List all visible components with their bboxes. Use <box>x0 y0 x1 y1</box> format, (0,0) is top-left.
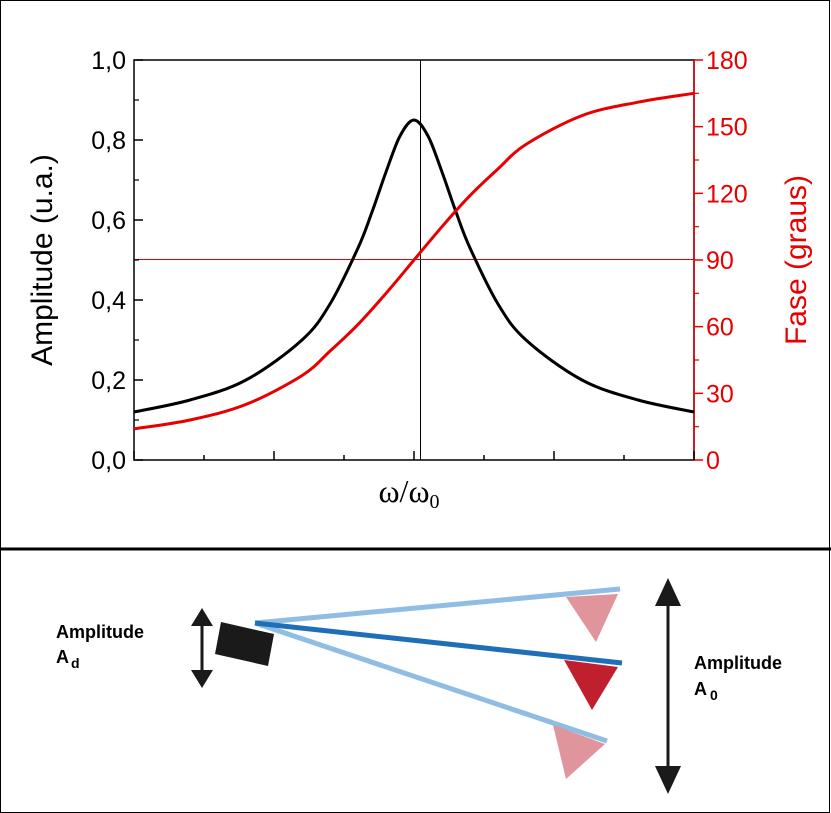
tip-lower <box>553 725 605 779</box>
driver-amplitude-label: Amplitude <box>56 622 144 642</box>
tip-amplitude-symbol-main: A <box>694 679 707 699</box>
x-axis-label-main: ω/ω <box>378 473 429 509</box>
beam-upper <box>254 586 621 626</box>
series-amplitude-line <box>133 118 695 414</box>
tip-center <box>564 660 618 710</box>
y-right-tick-label: 120 <box>706 180 748 208</box>
beam-lower <box>254 620 608 744</box>
y-left-tick-label: 0,4 <box>91 287 126 315</box>
driver-block <box>215 622 274 666</box>
y-left-tick-label: 0,2 <box>91 367 126 395</box>
driver-amplitude-symbol-sub: d <box>71 655 80 671</box>
tip-amplitude-label: Amplitude <box>694 653 782 673</box>
y-right-tick-label: 180 <box>706 47 748 75</box>
driver-amplitude-symbol-main: A <box>56 647 69 667</box>
x-axis-ticks <box>133 451 695 460</box>
beam-center <box>254 620 623 666</box>
driver-arrow-down-head <box>191 670 213 688</box>
right-axis-ticks: 0 30 60 90 120 150 180 <box>694 47 748 475</box>
tip-upper <box>566 594 618 642</box>
x-axis-label: ω/ω0 <box>378 473 439 513</box>
x-axis-label-subscript: 0 <box>430 491 440 513</box>
resonance-chart: 0,0 0,2 0,4 0,6 0,8 1,0 0 30 60 90 120 150 180 Ampl… <box>26 47 813 513</box>
series-phase-line <box>133 91 695 431</box>
driver-arrow-up-head <box>191 608 213 626</box>
tip-amplitude-symbol-sub: 0 <box>710 687 718 703</box>
tip-arrow-down-head <box>655 766 681 794</box>
left-axis-ticks: 0,0 0,2 0,4 0,6 0,8 1,0 <box>91 47 143 475</box>
y-left-tick-label: 0,8 <box>91 127 126 155</box>
y-left-tick-label: 0,6 <box>91 207 126 235</box>
y-left-tick-label: 0,0 <box>91 447 126 475</box>
y-left-tick-label: 1,0 <box>91 47 126 75</box>
y-right-tick-label: 30 <box>706 380 734 408</box>
y-right-tick-label: 90 <box>706 247 734 275</box>
tip-arrow-up-head <box>655 578 681 606</box>
y-left-axis-label: Amplitude (u.a.) <box>26 154 59 366</box>
y-right-tick-label: 0 <box>706 447 720 475</box>
y-right-tick-label: 150 <box>706 114 748 142</box>
y-right-tick-label: 60 <box>706 314 734 342</box>
y-right-axis-label: Fase (graus) <box>780 175 813 345</box>
